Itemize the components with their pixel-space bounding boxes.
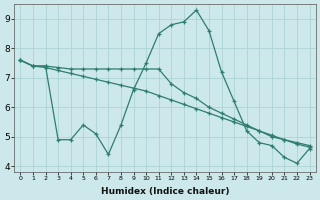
X-axis label: Humidex (Indice chaleur): Humidex (Indice chaleur) — [101, 187, 229, 196]
